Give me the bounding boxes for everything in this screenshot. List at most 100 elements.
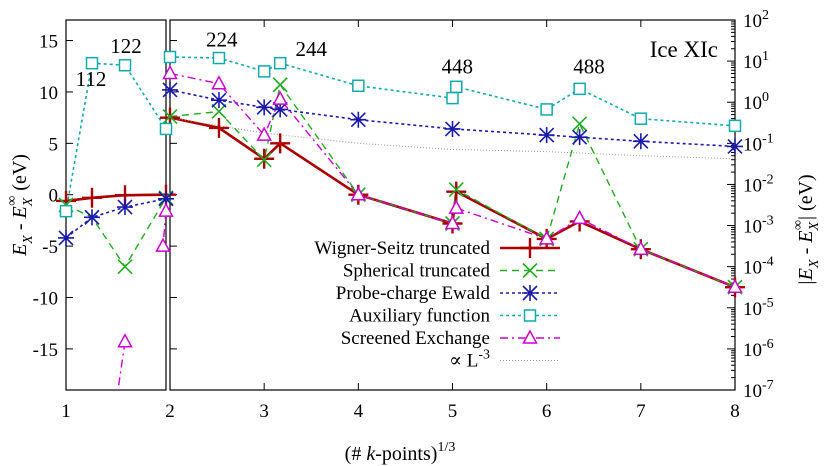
legend-entry: Spherical truncated <box>343 261 560 282</box>
series-line <box>117 341 126 390</box>
data-point <box>257 65 271 78</box>
legend-entry: Auxiliary function <box>349 306 560 327</box>
series-line <box>66 198 166 239</box>
data-point <box>523 309 537 322</box>
data-point <box>632 133 649 150</box>
data-point <box>522 285 538 301</box>
data-point <box>446 181 467 202</box>
data-point <box>538 127 555 144</box>
data-point <box>352 79 365 93</box>
y-tick-label-left: -5 <box>42 237 58 258</box>
axes-layer <box>65 19 736 391</box>
data-point <box>82 187 102 208</box>
data-point <box>448 182 464 198</box>
x-tick-label: 2 <box>165 401 175 422</box>
data-point <box>85 56 99 70</box>
text-layer: Ice XIc 151050-5-10-1510210110010-110-21… <box>5 8 822 465</box>
y-tick-label-left: 15 <box>39 32 58 53</box>
legend-label: Screened Exchange <box>341 328 490 349</box>
data-point <box>448 199 465 214</box>
data-point <box>728 119 742 133</box>
y-tick-label-right: 101 <box>743 49 769 73</box>
data-point <box>633 240 649 255</box>
data-point <box>118 58 132 72</box>
data-point <box>256 126 272 141</box>
y-tick-label-left: 5 <box>49 134 59 155</box>
data-point <box>272 101 289 118</box>
annotation-label: 448 <box>441 54 473 78</box>
legend-label: ∝ L-3 <box>449 348 490 372</box>
markers <box>56 50 745 348</box>
data-point <box>446 91 459 105</box>
data-point <box>58 229 74 246</box>
series-line <box>66 193 166 203</box>
data-point <box>117 259 133 275</box>
x-tick-label: 8 <box>730 401 740 422</box>
y-tick-label-right: 102 <box>743 8 769 32</box>
data-point <box>572 116 588 132</box>
data-point <box>163 50 177 64</box>
y-tick-label-right: 10-5 <box>743 296 774 320</box>
data-point <box>256 152 272 168</box>
x-tick-label: 5 <box>448 401 458 422</box>
y-tick-label-right: 100 <box>743 90 769 114</box>
data-point <box>444 120 461 137</box>
y-tick-label-right: 10-1 <box>743 131 774 155</box>
series-line <box>170 89 735 148</box>
data-point <box>158 190 174 207</box>
data-point <box>162 64 178 80</box>
legend-label: Probe-charge Ewald <box>336 283 491 304</box>
series-line <box>162 211 166 247</box>
chart-title: Ice XIc <box>650 37 718 62</box>
data-point <box>571 209 588 225</box>
data-point <box>162 109 178 125</box>
x-tick-label: 1 <box>61 401 71 422</box>
annotation-label: 122 <box>110 34 142 58</box>
y-axis-label-right: |EX - EX∞| (eV) <box>791 174 822 285</box>
data-point <box>273 56 287 70</box>
data-point <box>571 129 588 146</box>
data-point <box>350 111 367 128</box>
data-point <box>727 138 743 155</box>
data-point <box>155 237 171 252</box>
x-axis-label: (# k-points)1/3 <box>345 440 456 465</box>
data-point <box>270 133 291 154</box>
data-point <box>162 81 178 98</box>
data-point <box>210 92 227 109</box>
data-point <box>350 186 367 201</box>
y-tick-label-right: 10-6 <box>743 337 774 361</box>
y-tick-label-right: 10-4 <box>743 255 774 279</box>
data-point <box>522 262 538 279</box>
data-point <box>520 238 540 258</box>
x-tick-label: 3 <box>259 401 269 422</box>
x-tick-label: 6 <box>542 401 552 422</box>
data-point <box>538 230 555 245</box>
data-point <box>450 80 463 94</box>
series-line <box>66 197 166 269</box>
data-point <box>211 75 227 90</box>
data-point <box>208 117 229 138</box>
data-point <box>211 103 227 120</box>
annotation-label: 112 <box>76 67 107 91</box>
data-point <box>117 199 133 216</box>
data-point <box>272 77 288 93</box>
data-point <box>84 209 100 226</box>
legend-entry: ∝ L-3 <box>449 348 560 372</box>
left-panel-series <box>66 62 166 390</box>
data-point <box>159 122 173 136</box>
data-point <box>117 333 133 348</box>
annotation-label: 244 <box>296 37 328 61</box>
y-tick-label-left: 0 <box>49 186 59 207</box>
data-point <box>522 329 538 344</box>
data-point <box>212 51 226 65</box>
data-point <box>540 103 553 116</box>
y-tick-label-right: 10-2 <box>743 172 774 196</box>
data-point <box>158 202 174 217</box>
data-point <box>272 90 288 105</box>
legend-entry: Probe-charge Ewald <box>336 283 560 304</box>
series-layer <box>56 50 745 390</box>
data-point <box>59 204 73 218</box>
legend-entry: Wigner-Seitz truncated <box>314 238 560 259</box>
